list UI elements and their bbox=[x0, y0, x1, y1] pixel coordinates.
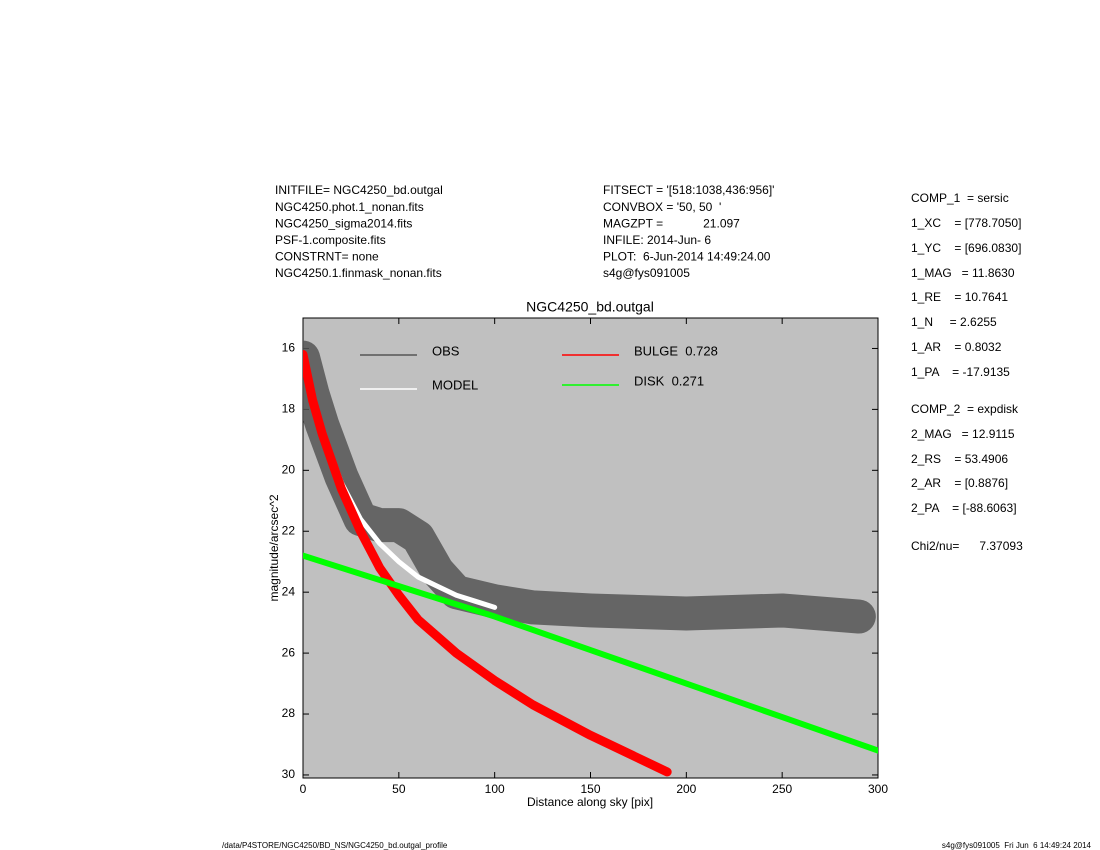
y-tick-label: 16 bbox=[282, 341, 296, 355]
y-axis-label: magnitude/arcsec^2 bbox=[267, 494, 281, 601]
x-tick-label: 100 bbox=[485, 782, 505, 796]
fit-parameter: 1_PA = -17.9135 bbox=[911, 365, 1010, 379]
fit-parameter: COMP_2 = expdisk bbox=[911, 402, 1019, 416]
header-line: NGC4250.1.finmask_nonan.fits bbox=[275, 266, 442, 280]
y-tick-label: 20 bbox=[282, 462, 296, 476]
header-line: s4g@fys091005 bbox=[603, 266, 690, 280]
y-tick-label: 28 bbox=[282, 706, 296, 720]
x-tick-label: 150 bbox=[580, 782, 600, 796]
fit-parameter: 2_AR = [0.8876] bbox=[911, 476, 1008, 490]
series-line bbox=[303, 350, 672, 777]
legend-label: DISK 0.271 bbox=[634, 373, 704, 388]
fit-parameter: 1_RE = 10.7641 bbox=[911, 290, 1008, 304]
fit-parameter: 2_MAG = 12.9115 bbox=[911, 427, 1015, 441]
header-line: CONSTRNT= none bbox=[275, 250, 379, 264]
x-tick-label: 300 bbox=[868, 782, 888, 796]
header-line: MAGZPT = 21.097 bbox=[603, 216, 740, 230]
header-line: INITFILE= NGC4250_bd.outgal bbox=[275, 183, 443, 197]
y-tick-label: 22 bbox=[282, 523, 296, 537]
fit-parameter: 2_RS = 53.4906 bbox=[911, 452, 1008, 466]
header-line: PSF-1.composite.fits bbox=[275, 233, 386, 247]
fit-parameter: 1_N = 2.6255 bbox=[911, 315, 997, 329]
y-tick-label: 30 bbox=[282, 767, 296, 781]
plot-area bbox=[302, 317, 879, 779]
fit-parameter: 1_YC = [696.0830] bbox=[911, 241, 1021, 255]
fit-parameter: 1_MAG = 11.8630 bbox=[911, 266, 1015, 280]
chart-title: NGC4250_bd.outgal bbox=[526, 299, 654, 315]
header-line: PLOT: 6-Jun-2014 14:49:24.00 bbox=[603, 250, 771, 264]
legend-label: BULGE 0.728 bbox=[634, 343, 718, 358]
fit-parameter: Chi2/nu= 7.37093 bbox=[911, 539, 1023, 553]
x-tick-label: 50 bbox=[392, 782, 406, 796]
x-tick-label: 0 bbox=[300, 782, 307, 796]
header-line: FITSECT = '[518:1038,436:956]' bbox=[603, 183, 774, 197]
legend-label: OBS bbox=[432, 343, 460, 358]
x-tick-label: 250 bbox=[772, 782, 792, 796]
legend-label: MODEL bbox=[432, 377, 478, 392]
fit-parameter: 2_PA = [-88.6063] bbox=[911, 501, 1017, 515]
footer-right: s4g@fys091005 Fri Jun 6 14:49:24 2014 bbox=[942, 841, 1092, 850]
fit-parameter: 1_AR = 0.8032 bbox=[911, 340, 1002, 354]
footer-left: /data/P4STORE/NGC4250/BD_NS/NGC4250_bd.o… bbox=[222, 841, 448, 850]
fit-parameter: 1_XC = [778.7050] bbox=[911, 216, 1021, 230]
series-line bbox=[303, 552, 878, 754]
y-tick-label: 26 bbox=[282, 645, 296, 659]
x-axis-label: Distance along sky [pix] bbox=[527, 795, 653, 809]
y-tick-label: 18 bbox=[282, 402, 296, 416]
header-line: CONVBOX = '50, 50 ' bbox=[603, 200, 721, 214]
header-line: INFILE: 2014-Jun- 6 bbox=[603, 233, 711, 247]
y-tick-label: 24 bbox=[282, 584, 296, 598]
header-line: NGC4250.phot.1_nonan.fits bbox=[275, 200, 424, 214]
header-line: NGC4250_sigma2014.fits bbox=[275, 216, 412, 230]
fit-parameter: COMP_1 = sersic bbox=[911, 191, 1009, 205]
x-tick-label: 200 bbox=[676, 782, 696, 796]
